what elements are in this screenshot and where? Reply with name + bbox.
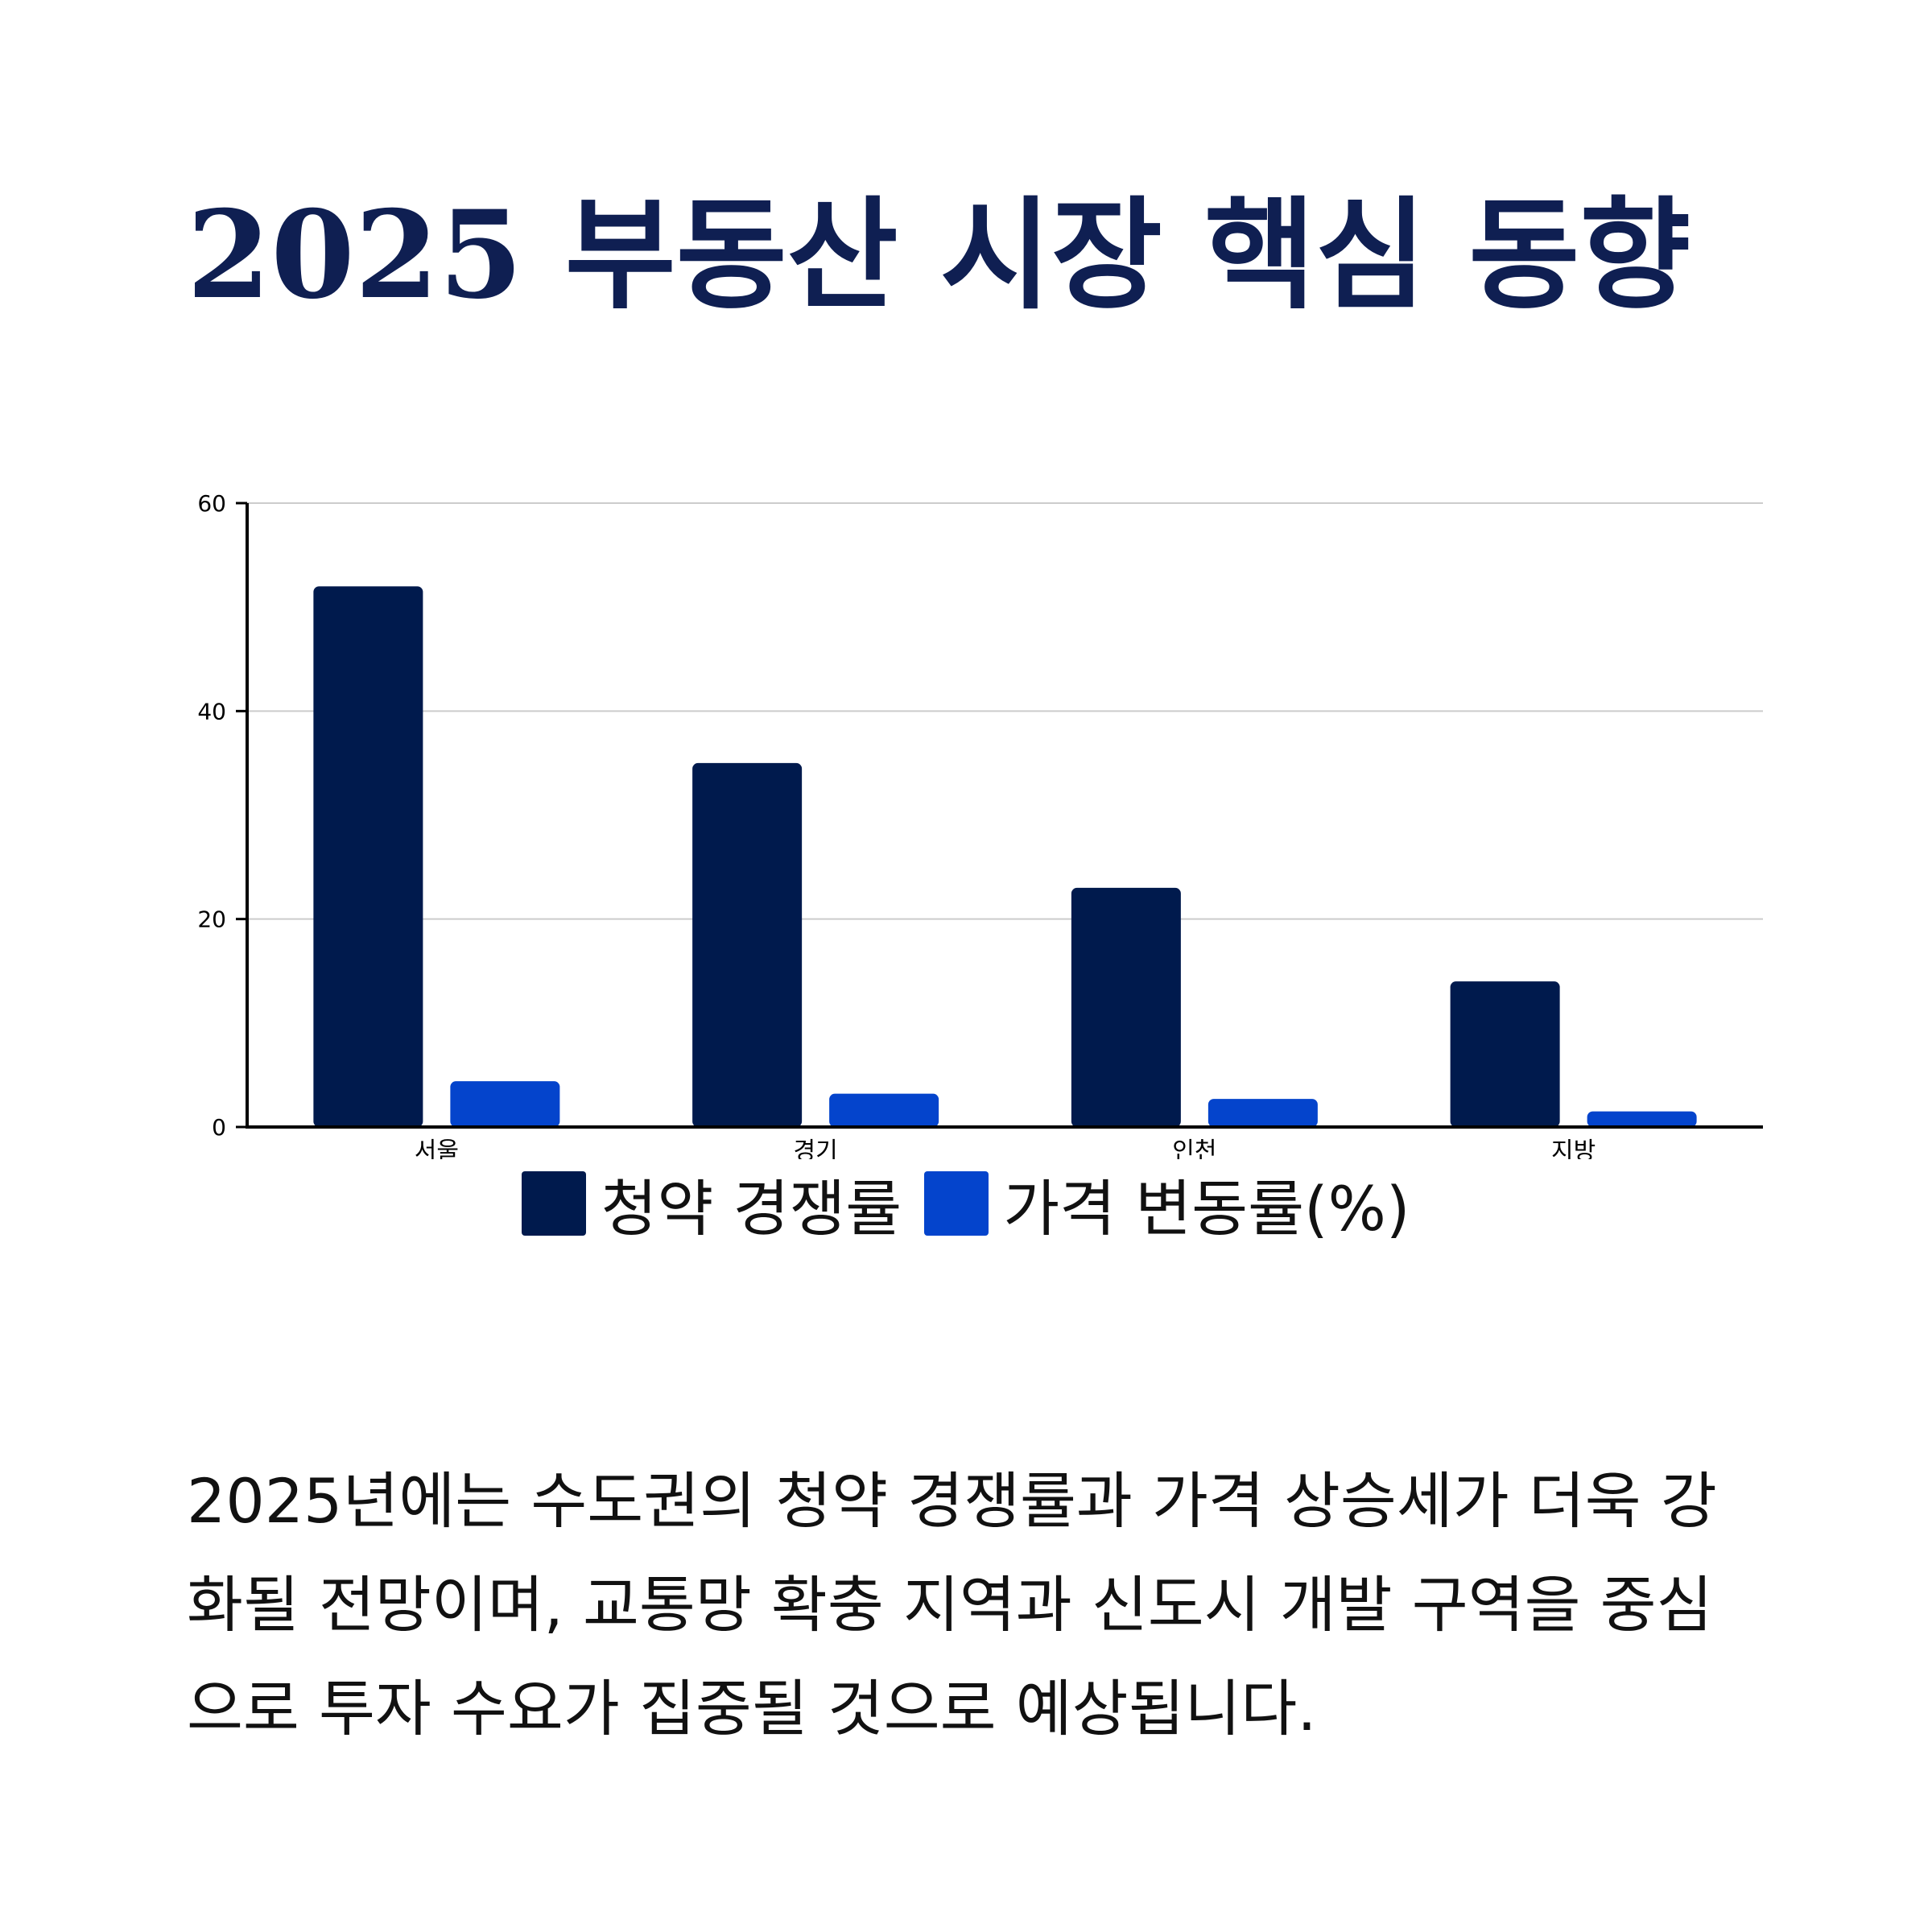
- bar-1-3: [1071, 887, 1181, 1127]
- bar-2-4: [1587, 1111, 1697, 1127]
- page-title: 2025 부동산 시장 핵심 동향: [187, 184, 1691, 326]
- axes: [236, 502, 1763, 1129]
- bar-2-2: [829, 1093, 939, 1127]
- y-tick-label: 60: [197, 490, 226, 517]
- description-text: 2025년에는 수도권의 청약 경쟁률과 가격 상승세가 더욱 강화될 전망이며…: [187, 1465, 1717, 1745]
- legend-label-series-1: 청약 경쟁률: [601, 1173, 902, 1245]
- y-tick-label: 20: [197, 906, 226, 933]
- legend-label-series-2: 가격 변동률(%): [1003, 1173, 1410, 1245]
- x-tick-label: 지방: [1551, 1137, 1596, 1159]
- x-tick-label: 경기: [794, 1137, 838, 1159]
- grid-lines: [247, 502, 1763, 920]
- y-tick-label: 0: [212, 1114, 226, 1141]
- bar-2-1: [450, 1081, 560, 1127]
- chart-legend: 청약 경쟁률 가격 변동률(%): [0, 1159, 1932, 1248]
- tick-labels: 0 20 40 60 서울 경기 인천 지방: [197, 490, 1596, 1159]
- y-tick-label: 40: [197, 698, 226, 724]
- bar-chart: 0 20 40 60 서울 경기 인천 지방: [197, 490, 1763, 1159]
- x-tick-label: 서울: [415, 1137, 459, 1159]
- bar-2-3: [1208, 1099, 1318, 1127]
- bars: [313, 586, 1697, 1127]
- bar-1-4: [1450, 981, 1560, 1127]
- legend-swatch-series-1: [522, 1171, 587, 1236]
- x-tick-label: 인천: [1172, 1137, 1216, 1159]
- bar-1-2: [692, 762, 803, 1127]
- bar-1-1: [313, 586, 423, 1127]
- legend-item-series-2: 가격 변동률(%): [924, 1159, 1410, 1248]
- legend-item-series-1: 청약 경쟁률: [522, 1159, 902, 1248]
- legend-swatch-series-2: [924, 1171, 989, 1236]
